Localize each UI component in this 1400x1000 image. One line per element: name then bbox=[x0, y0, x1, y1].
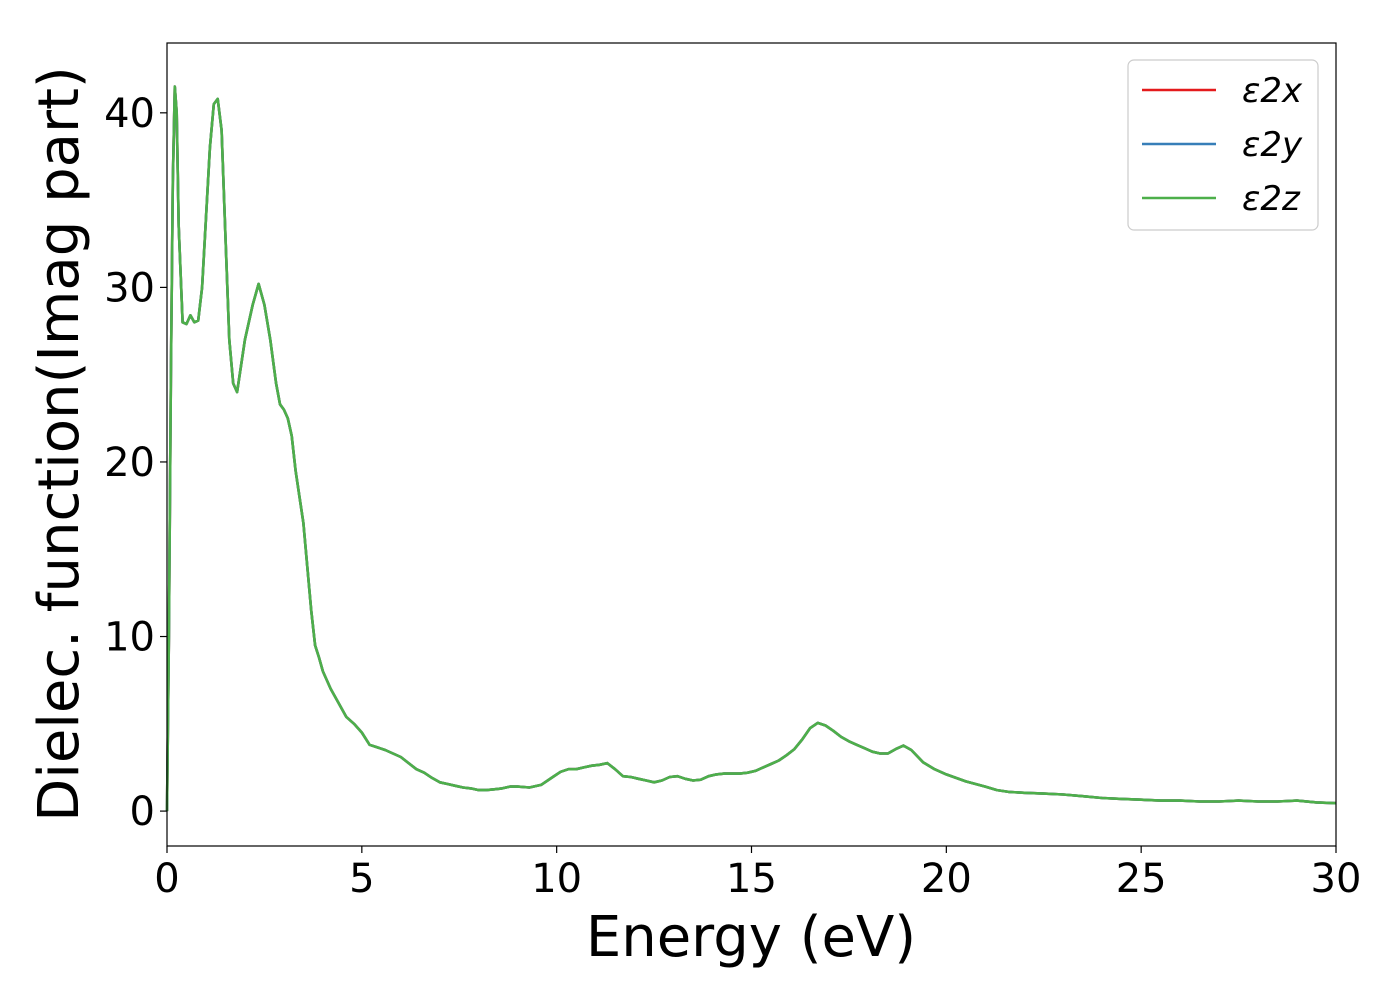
x-tick-label: 15 bbox=[726, 856, 777, 902]
y-axis: 0 10 20 30 40 bbox=[104, 91, 167, 835]
x-tick-label: 30 bbox=[1311, 856, 1362, 902]
x-tick-label: 5 bbox=[349, 856, 374, 902]
x-tick-label: 25 bbox=[1116, 856, 1167, 902]
x-tick-label: 20 bbox=[921, 856, 972, 902]
y-tick-label: 30 bbox=[104, 265, 155, 311]
legend-label-2: ε2y bbox=[1242, 125, 1303, 165]
series-layer bbox=[165, 85, 1337, 812]
legend-box bbox=[1127, 59, 1319, 231]
y-tick-label: 0 bbox=[130, 789, 155, 835]
series-line-3 bbox=[165, 85, 1337, 812]
y-tick-label: 40 bbox=[104, 91, 155, 137]
legend: ε2x ε2y ε2z bbox=[1127, 59, 1319, 231]
x-tick-label: 0 bbox=[154, 856, 179, 902]
legend-label-1: ε2x bbox=[1242, 71, 1303, 111]
y-tick-label: 20 bbox=[104, 440, 155, 486]
x-axis-title: Energy (eV) bbox=[586, 905, 916, 970]
x-tick-label: 10 bbox=[531, 856, 582, 902]
legend-label-3: ε2z bbox=[1242, 179, 1301, 219]
x-axis: 0 5 10 15 20 25 30 bbox=[154, 846, 1361, 902]
y-axis-title: Dielec. function(Imag part) bbox=[27, 66, 92, 822]
y-tick-label: 10 bbox=[104, 615, 155, 661]
